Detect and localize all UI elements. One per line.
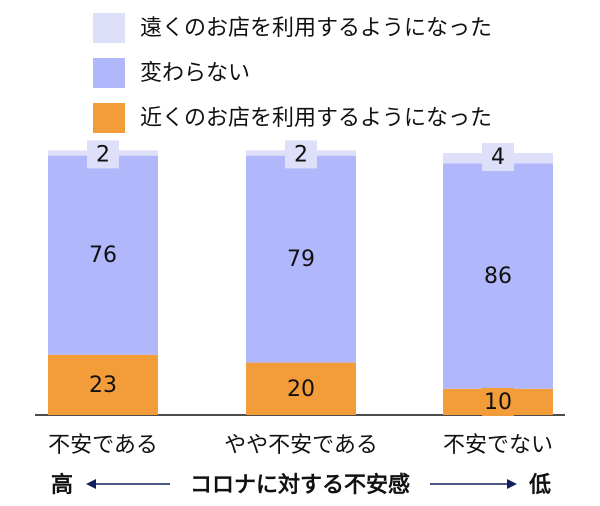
- x-tick-label: 不安でない: [443, 433, 553, 458]
- legend-swatch: [93, 58, 125, 88]
- data-label: 20: [287, 377, 315, 402]
- label-bg: [285, 140, 317, 169]
- legend-swatch: [93, 13, 125, 43]
- data-label: 4: [491, 145, 505, 170]
- bar-segment: [246, 155, 356, 363]
- label-bg: [87, 140, 119, 169]
- annotation: 低: [528, 473, 551, 498]
- label-bg: [482, 387, 514, 416]
- legend-label: 遠くのお店を利用するようになった: [140, 16, 492, 41]
- legend-label: 近くのお店を利用するようになった: [140, 106, 492, 131]
- data-label: 86: [484, 264, 512, 289]
- legend-swatch: [93, 103, 125, 133]
- data-label: 2: [294, 142, 308, 167]
- bar-segment: [246, 362, 356, 415]
- bar-segment: [48, 354, 158, 415]
- data-label: 79: [287, 247, 315, 272]
- annotation: 高: [51, 472, 73, 498]
- x-tick-label: やや不安である: [224, 433, 378, 458]
- bar-segment: [48, 155, 158, 355]
- legend-label: 変わらない: [140, 61, 250, 86]
- bar-segment: [443, 163, 553, 389]
- data-label: 10: [484, 390, 512, 415]
- x-axis-label: コロナに対する不安感: [190, 472, 410, 498]
- x-tick-label: 不安である: [48, 433, 158, 458]
- data-label: 76: [89, 243, 117, 268]
- label-bg: [482, 143, 514, 171]
- data-label: 23: [89, 373, 117, 398]
- data-label: 2: [96, 142, 110, 167]
